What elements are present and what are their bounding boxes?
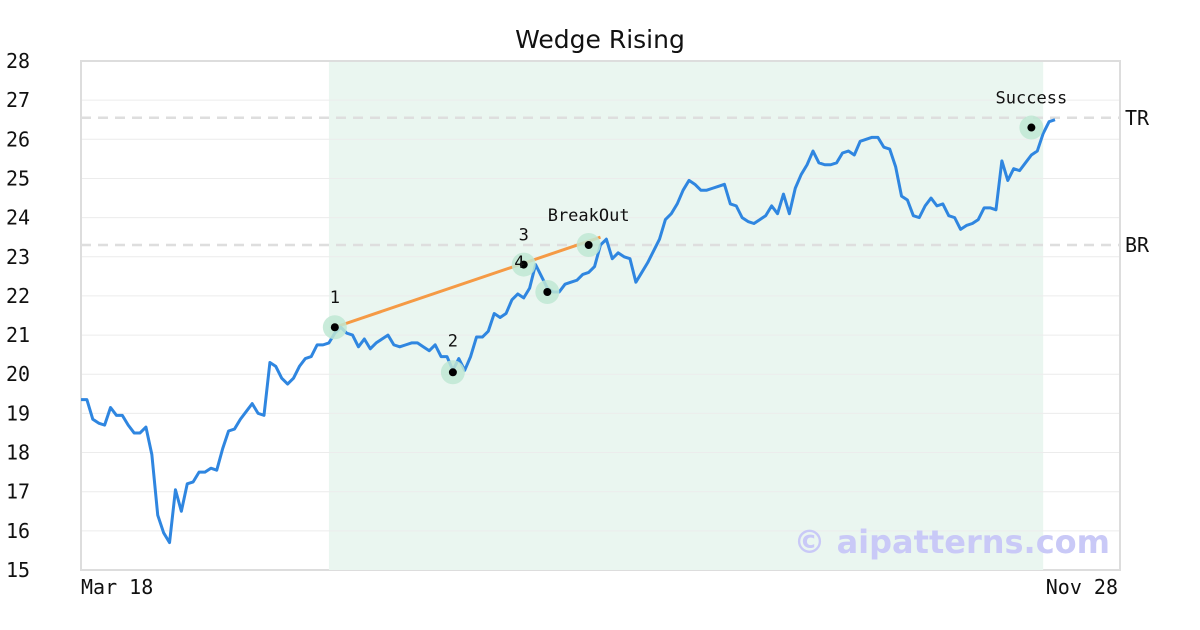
point-dot-success: [1027, 123, 1036, 132]
y-tick-label: 28: [6, 49, 30, 73]
point-label-1: 1: [330, 288, 340, 308]
y-tick-label: 27: [6, 88, 30, 112]
pattern-highlight-band: [328, 62, 1044, 570]
point-label-success: Success: [996, 89, 1068, 109]
y-tick-label: 25: [6, 166, 30, 190]
x-tick-end: Nov 28: [1046, 575, 1118, 599]
y-tick-label: 18: [6, 441, 30, 465]
y-tick-label: 20: [6, 362, 30, 386]
wedge-trendline: [334, 235, 601, 329]
y-tick-label: 15: [6, 558, 30, 582]
y-tick-label: 24: [6, 206, 30, 230]
point-label-breakout: BreakOut: [548, 206, 630, 226]
price-series-line: [81, 118, 1056, 545]
y-tick-label: 19: [6, 401, 30, 425]
y-tick-label: 17: [6, 480, 30, 504]
x-tick-start: Mar 18: [81, 575, 153, 599]
y-tick-label: 22: [6, 284, 30, 308]
point-dot-breakout: [584, 241, 593, 250]
chart-title: Wedge Rising: [515, 25, 685, 54]
y-tick-label: 26: [6, 127, 30, 151]
point-label-4: 4: [514, 253, 524, 273]
y-tick-label: 21: [6, 323, 30, 347]
watermark: © aipatterns.com: [793, 523, 1110, 561]
point-label-2: 2: [448, 331, 458, 351]
y-tick-label: 16: [6, 519, 30, 543]
point-dot-3: [519, 260, 528, 269]
y-tick-label: 23: [6, 245, 30, 269]
point-dot-4: [543, 288, 552, 297]
point-label-3: 3: [519, 226, 529, 246]
point-dot-1: [330, 323, 339, 332]
level-label-br: BR: [1125, 233, 1150, 257]
level-label-tr: TR: [1125, 106, 1150, 130]
point-dot-2: [448, 368, 457, 377]
